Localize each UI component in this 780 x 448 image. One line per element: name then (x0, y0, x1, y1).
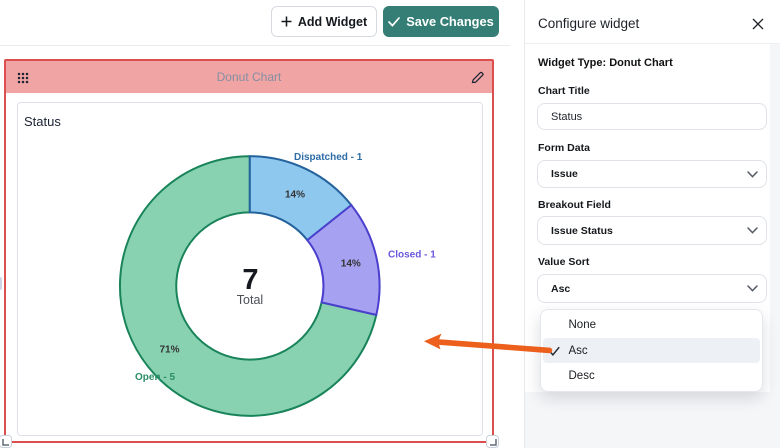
svg-text:Closed - 1: Closed - 1 (388, 250, 436, 261)
svg-text:7: 7 (242, 264, 258, 296)
svg-text:Dispatched - 1: Dispatched - 1 (294, 152, 363, 163)
svg-text:Total: Total (237, 293, 263, 307)
svg-text:Open - 5: Open - 5 (135, 372, 175, 383)
svg-text:14%: 14% (285, 190, 305, 201)
svg-text:14%: 14% (341, 259, 361, 270)
svg-text:71%: 71% (159, 345, 179, 356)
